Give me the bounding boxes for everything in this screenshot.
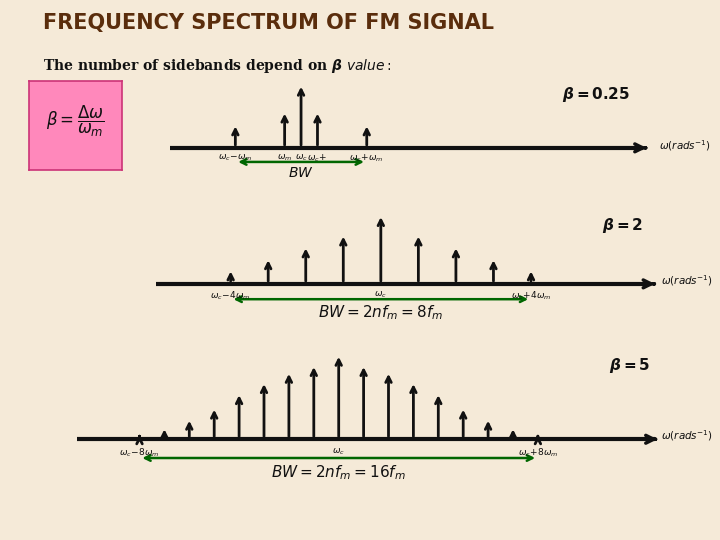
Text: $\boldsymbol{\beta}$$\mathbf{= 2}$: $\boldsymbol{\beta}$$\mathbf{= 2}$: [603, 215, 644, 235]
Text: $\omega(rads^{-1})$: $\omega(rads^{-1})$: [660, 274, 713, 288]
Text: $\mathit{BW=2nf_m=16f_m}$: $\mathit{BW=2nf_m=16f_m}$: [271, 463, 406, 482]
Text: $\omega_c\!+\!\omega_m$: $\omega_c\!+\!\omega_m$: [349, 153, 384, 165]
Text: $\omega_c\!+$: $\omega_c\!+$: [307, 153, 328, 165]
Text: $\omega_c\!-\!4\omega_m$: $\omega_c\!-\!4\omega_m$: [210, 289, 251, 302]
Text: $\omega_c\!+\!8\omega_m$: $\omega_c\!+\!8\omega_m$: [518, 446, 558, 458]
Text: $\omega_c$: $\omega_c$: [332, 446, 345, 456]
Text: FREQUENCY SPECTRUM OF FM SIGNAL: FREQUENCY SPECTRUM OF FM SIGNAL: [43, 14, 494, 33]
Text: The number of sidebands depend on $\boldsymbol{\beta}$ $\mathit{value:}$: The number of sidebands depend on $\bold…: [43, 57, 392, 75]
Text: $\omega_c$: $\omega_c$: [374, 289, 387, 300]
Text: $\boldsymbol{\beta}$$\mathbf{= 0.25}$: $\boldsymbol{\beta}$$\mathbf{= 0.25}$: [562, 85, 629, 104]
Text: $\omega_c\!-\!8\omega_m$: $\omega_c\!-\!8\omega_m$: [120, 446, 160, 458]
Text: $\boldsymbol{\beta}$$\mathbf{= 5}$: $\boldsymbol{\beta}$$\mathbf{= 5}$: [608, 356, 650, 375]
Text: $\omega(rads^{-1})$: $\omega(rads^{-1})$: [659, 138, 711, 153]
Text: $\beta = \dfrac{\Delta\omega}{\omega_m}$: $\beta = \dfrac{\Delta\omega}{\omega_m}$: [46, 104, 105, 139]
Text: $\mathit{BW}$: $\mathit{BW}$: [288, 166, 314, 180]
Text: $\omega_c$: $\omega_c$: [294, 153, 307, 164]
Text: $\omega_c\!-\!\omega_m$: $\omega_c\!-\!\omega_m$: [218, 153, 253, 164]
Text: $\omega_m$: $\omega_m$: [277, 153, 292, 164]
Text: $\mathit{BW=2nf_m=8f_m}$: $\mathit{BW=2nf_m=8f_m}$: [318, 303, 444, 322]
Text: $\omega(rads^{-1})$: $\omega(rads^{-1})$: [661, 428, 713, 443]
Text: $\omega_c\!+\!4\omega_m$: $\omega_c\!+\!4\omega_m$: [510, 289, 552, 302]
